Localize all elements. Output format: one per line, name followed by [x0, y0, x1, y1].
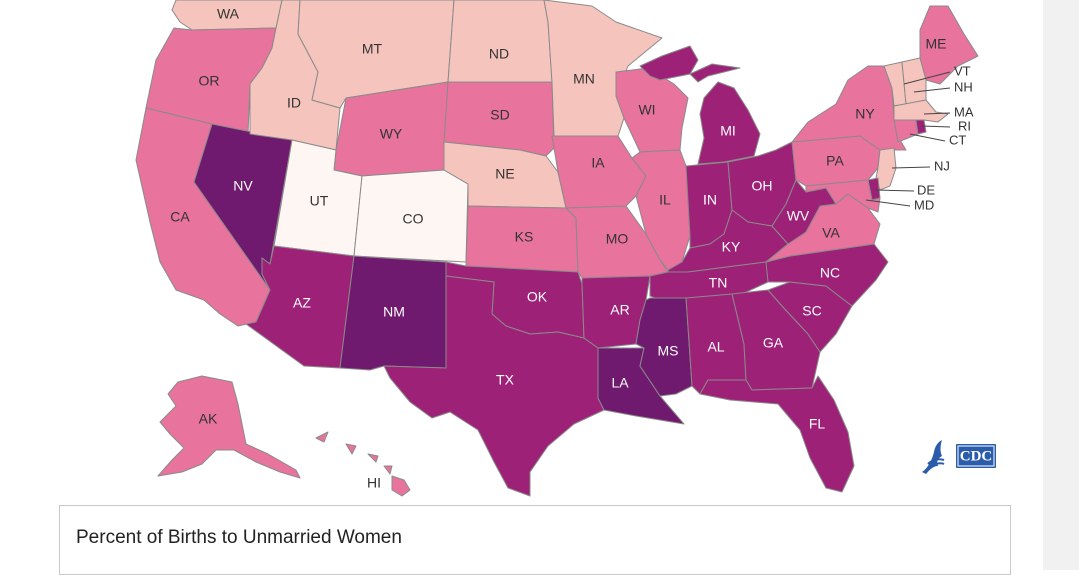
- label-mo: MO: [606, 231, 629, 247]
- label-nh: NH: [954, 79, 973, 94]
- label-ks: KS: [515, 229, 534, 245]
- map-svg: WA MT ND MN OR ID WI SD WY MI NY ME IA N…: [135, 0, 979, 497]
- label-md: MD: [914, 197, 934, 212]
- label-co: CO: [403, 211, 424, 227]
- label-nc: NC: [820, 265, 840, 281]
- label-id: ID: [287, 95, 301, 111]
- label-fl: FL: [809, 416, 826, 432]
- label-sd: SD: [490, 107, 509, 123]
- label-nj: NJ: [934, 158, 950, 173]
- label-tx: TX: [496, 372, 515, 388]
- label-ne: NE: [495, 166, 514, 182]
- label-ia: IA: [591, 155, 605, 171]
- us-choropleth-map: WA MT ND MN OR ID WI SD WY MI NY ME IA N…: [135, 0, 1000, 497]
- label-nd: ND: [489, 46, 509, 62]
- state-mi[interactable]: [639, 45, 761, 165]
- state-il[interactable]: [631, 149, 691, 271]
- label-oh: OH: [752, 178, 773, 194]
- label-ma: MA: [954, 104, 974, 119]
- state-ct[interactable]: [893, 119, 919, 143]
- label-vt: VT: [954, 63, 971, 78]
- label-ut: UT: [310, 193, 329, 209]
- label-nv: NV: [233, 178, 253, 194]
- state-ak[interactable]: [157, 375, 329, 479]
- label-la: LA: [611, 375, 629, 391]
- legend-panel: Percent of Births to Unmarried Women: [59, 505, 1011, 575]
- label-wy: WY: [380, 126, 403, 142]
- state-fl[interactable]: [699, 375, 855, 493]
- label-va: VA: [822, 225, 840, 241]
- label-mn: MN: [573, 71, 595, 87]
- label-de: DE: [917, 182, 935, 197]
- cdc-logo: CDC: [918, 438, 1000, 476]
- state-labels: WA MT ND MN OR ID WI SD WY MI NY ME IA N…: [170, 6, 974, 491]
- state-hi[interactable]: [345, 443, 411, 497]
- label-mt: MT: [362, 41, 383, 57]
- label-ar: AR: [610, 302, 629, 318]
- label-sc: SC: [802, 303, 821, 319]
- label-nm: NM: [383, 304, 405, 320]
- label-al: AL: [707, 339, 724, 355]
- label-wi: WI: [638, 102, 655, 118]
- label-il: IL: [659, 192, 671, 208]
- state-ri[interactable]: [915, 119, 927, 135]
- label-ak: AK: [199, 411, 218, 427]
- label-mi: MI: [720, 123, 736, 139]
- state-tx[interactable]: [383, 275, 605, 497]
- label-ga: GA: [763, 335, 784, 351]
- state-nd[interactable]: [447, 0, 553, 83]
- label-az: AZ: [293, 295, 311, 311]
- leader-lines: [865, 71, 951, 207]
- label-ky: KY: [722, 239, 741, 255]
- state-nj[interactable]: [875, 147, 897, 191]
- state-tn[interactable]: [649, 255, 791, 301]
- label-wv: WV: [787, 208, 810, 224]
- state-ia[interactable]: [551, 135, 647, 209]
- state-md[interactable]: [805, 179, 881, 213]
- label-ms: MS: [658, 343, 679, 359]
- label-pa: PA: [826, 153, 844, 169]
- label-or: OR: [199, 73, 220, 89]
- label-ca: CA: [170, 209, 190, 225]
- scrollbar-track[interactable]: [1043, 0, 1079, 570]
- label-ri: RI: [958, 118, 971, 133]
- legend-title: Percent of Births to Unmarried Women: [76, 527, 402, 548]
- label-hi: HI: [367, 475, 381, 491]
- label-ok: OK: [527, 289, 548, 305]
- label-tn: TN: [709, 275, 728, 291]
- label-me: ME: [926, 36, 947, 52]
- cdc-logo-text: CDC: [960, 448, 993, 464]
- label-wa: WA: [217, 6, 240, 22]
- label-in: IN: [703, 192, 717, 208]
- hhs-eagle-icon: CDC: [922, 440, 996, 474]
- label-ny: NY: [855, 106, 875, 122]
- label-ct: CT: [949, 132, 966, 147]
